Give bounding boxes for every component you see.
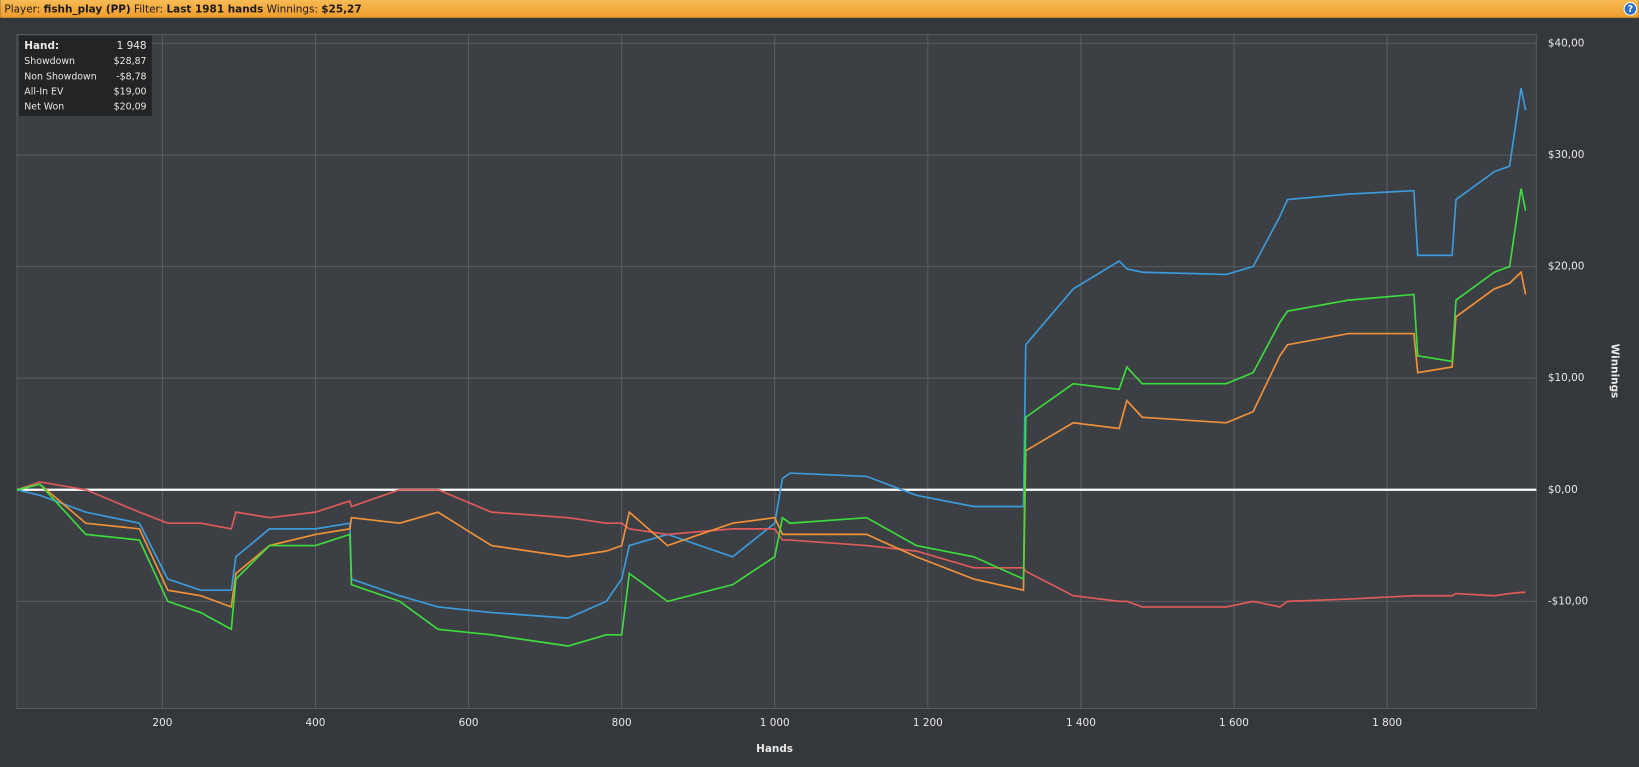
tooltip-row-label: Showdown	[24, 56, 75, 67]
x-axis-label: Hands	[756, 743, 793, 755]
series-line	[16, 188, 1527, 647]
x-tick-label: 1 400	[1066, 717, 1096, 729]
help-text[interactable]: ?	[1628, 4, 1633, 15]
x-tick-label: 600	[459, 717, 479, 729]
tooltip-row-value: $19,00	[114, 86, 147, 97]
tooltip-row-label: Non Showdown	[24, 71, 96, 82]
winnings: $25,27	[321, 3, 361, 15]
help-icon[interactable]	[1623, 2, 1638, 16]
tooltip-title: Hand:	[24, 40, 59, 52]
y-tick-label: -$10,00	[1548, 595, 1588, 607]
x-tick-label: 1 000	[760, 717, 790, 729]
filter-label: Filter:	[134, 3, 163, 15]
tooltip-row-value: -$8,78	[116, 71, 146, 82]
series-line	[16, 481, 1526, 608]
x-tick-label: 400	[306, 717, 326, 729]
tooltip-row-label: Net Won	[24, 102, 64, 113]
y-axis-label: Winnings	[1609, 344, 1621, 399]
x-tick-label: 1 600	[1219, 717, 1249, 729]
tooltip-row-label: All-In EV	[24, 86, 64, 97]
y-tick-label: $10,00	[1548, 372, 1585, 384]
plot-area	[16, 33, 1537, 710]
x-tick-label: 800	[612, 717, 632, 729]
filter: Last 1981 hands	[167, 3, 264, 15]
tooltip-box	[19, 35, 152, 116]
tooltip-row-value: $28,87	[114, 56, 147, 67]
header-bar	[0, 0, 1639, 18]
x-tick-label: 1 800	[1372, 717, 1402, 729]
player-label: Player:	[4, 3, 40, 15]
series-line	[16, 270, 1527, 609]
player: fishh_play (PP)	[44, 3, 131, 15]
header-text: Player: fishh_play (PP) Filter: Last 198…	[4, 3, 361, 15]
x-tick-label: 200	[152, 717, 172, 729]
winnings-label: Winnings:	[267, 3, 318, 15]
x-tick-label: 1 200	[913, 717, 943, 729]
y-tick-label: $30,00	[1548, 149, 1585, 161]
y-tick-label: $20,00	[1548, 261, 1585, 273]
y-tick-label: $40,00	[1548, 37, 1585, 49]
tooltip-row-value: $20,09	[114, 102, 147, 113]
y-tick-label: $0,00	[1548, 484, 1578, 496]
tooltip-hand: 1 948	[117, 40, 147, 52]
series-line	[16, 87, 1527, 619]
